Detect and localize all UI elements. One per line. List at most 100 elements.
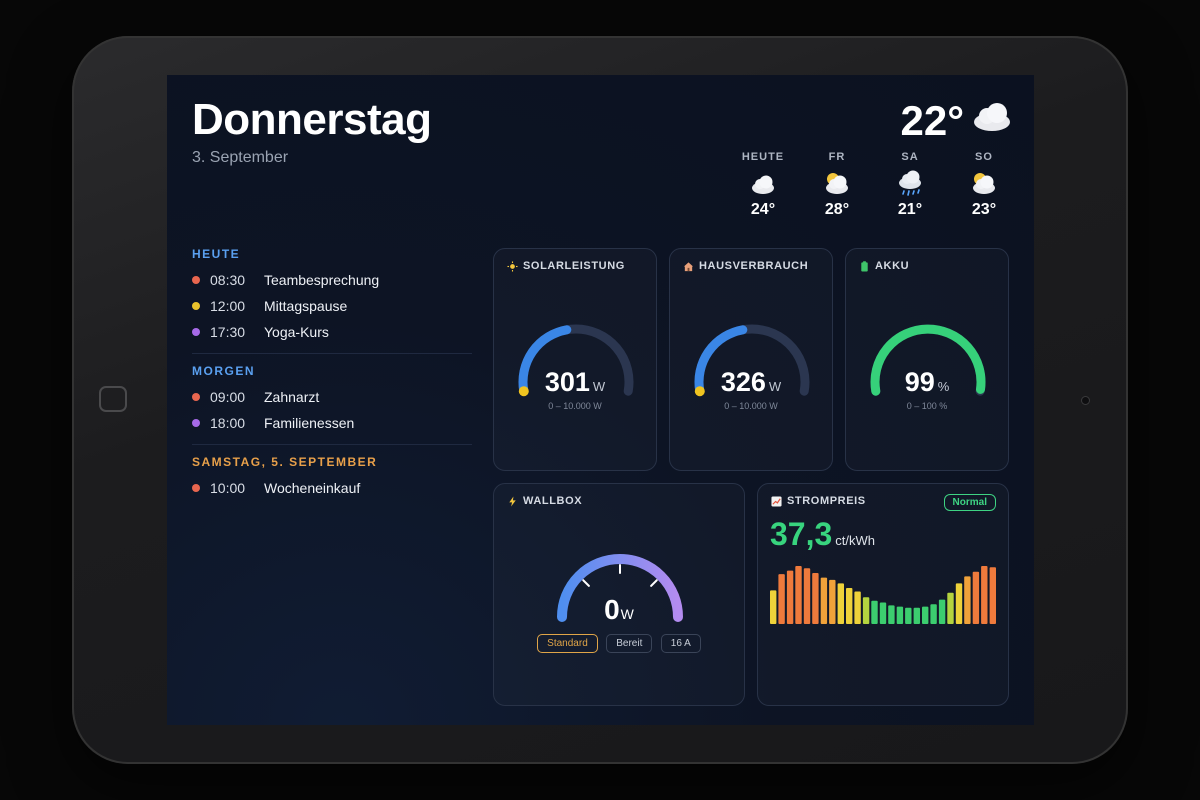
event-title: Teambesprechung: [264, 272, 380, 288]
calendar-event[interactable]: 18:00 Familienessen: [192, 410, 472, 436]
event-time: 09:00: [210, 389, 246, 405]
cloud-icon: [974, 103, 1010, 131]
event-time: 17:30: [210, 324, 246, 340]
home-button[interactable]: [99, 386, 127, 412]
price-bar: [820, 577, 828, 624]
price-bar: [905, 607, 912, 624]
price-bar: [896, 606, 904, 624]
price-bar: [922, 606, 929, 624]
wallbox-card[interactable]: WALLBOX 0W Standard Bereit 16 A: [493, 483, 745, 706]
solar-value: 301 W: [544, 367, 606, 397]
house-card-title: HAUSVERBRAUCH: [683, 260, 808, 272]
chip-bereit[interactable]: Bereit: [606, 634, 653, 653]
price-bar: [829, 579, 836, 624]
calendar-event[interactable]: 09:00 Zahnarzt: [192, 384, 472, 410]
partly-cloudy-icon: [973, 173, 995, 194]
forecast-day-label: FR: [828, 151, 846, 163]
price-bar: [854, 591, 861, 624]
akku-range: 0 – 100 %: [906, 401, 948, 411]
wallbox-gauge: [557, 554, 683, 622]
price-bar: [947, 592, 954, 624]
calendar-event[interactable]: 12:00 Mittagspause: [192, 293, 472, 319]
price-bar: [913, 607, 920, 624]
calendar-day-heading: SAMSTAG, 5. SEPTEMBER: [192, 455, 378, 469]
event-time: 10:00: [210, 480, 246, 496]
wallbox-tick: [582, 579, 590, 587]
forecast-day-label: SA: [901, 151, 919, 163]
akku-value: 99%: [904, 367, 950, 397]
event-title: Yoga-Kurs: [264, 324, 329, 340]
dashboard-screen: Donnerstag 3. September 22° HEUTE 24° FR 28…: [167, 75, 1034, 725]
current-temperature: 22°: [900, 97, 964, 144]
solar-card-title: SOLARLEISTUNG: [507, 260, 625, 272]
event-color-dot: [192, 328, 200, 336]
event-time: 18:00: [210, 415, 246, 431]
calendar-event[interactable]: 17:30 Yoga-Kurs: [192, 319, 472, 345]
calendar-day-heading: MORGEN: [192, 364, 255, 378]
price-value: 37,3 ct/kWh: [770, 516, 876, 552]
strompreis-title: STROMPREIS: [787, 495, 866, 507]
price-bar-chart: [770, 566, 996, 624]
wallbox-card-title: WALLBOX: [507, 495, 582, 507]
lightning-icon: [509, 495, 516, 507]
solar-gauge: [518, 324, 634, 397]
price-bar: [972, 571, 980, 624]
event-color-dot: [192, 484, 200, 492]
house-gauge: [694, 324, 810, 397]
calendar-event[interactable]: 08:30 Teambesprechung: [192, 267, 472, 293]
camera: [1081, 396, 1090, 405]
forecast-day: HEUTE 24°: [733, 151, 793, 219]
calendar-divider: [192, 353, 472, 354]
event-time: 12:00: [210, 298, 246, 314]
house-icon: [683, 261, 694, 271]
akku-card-title: AKKU: [859, 260, 909, 272]
event-title: Wocheneinkauf: [264, 480, 361, 496]
price-bar: [786, 570, 794, 624]
price-bar: [879, 602, 887, 624]
price-bar: [871, 600, 878, 624]
wallbox-title: WALLBOX: [523, 495, 583, 507]
forecast-day: SO 23°: [954, 151, 1014, 219]
price-bar: [770, 590, 777, 624]
wallbox-tick: [650, 579, 658, 587]
wallbox-value: 0W: [604, 594, 634, 625]
forecast-day: FR 28°: [807, 151, 867, 219]
solar-card[interactable]: SOLARLEISTUNG 301 W 0 – 10.000 W: [493, 248, 657, 471]
chip-current[interactable]: 16 A: [660, 634, 701, 653]
partly-cloudy-icon: [826, 173, 848, 194]
solar-title: SOLARLEISTUNG: [523, 260, 625, 272]
price-bar: [938, 599, 946, 624]
strompreis-card-title: STROMPREIS: [771, 495, 866, 507]
price-bar: [812, 573, 819, 624]
price-bar: [964, 576, 971, 624]
price-bar: [803, 568, 811, 624]
event-color-dot: [192, 276, 200, 284]
chip-standard[interactable]: Standard: [537, 634, 598, 653]
forecast-day-label: SO: [975, 151, 993, 163]
event-color-dot: [192, 302, 200, 310]
price-bar: [795, 566, 802, 624]
battery-icon: [861, 260, 868, 272]
electricity-price-card[interactable]: STROMPREIS Normal 37,3 ct/kWh: [757, 483, 1009, 706]
solar-range: 0 – 10.000 W: [548, 401, 602, 411]
tablet-frame: Donnerstag 3. September 22° HEUTE 24° FR 28…: [72, 36, 1128, 764]
calendar-agenda: HEUTE 08:30 Teambesprechung 12:00 Mittagspau…: [192, 247, 472, 501]
house-consumption-card[interactable]: HAUSVERBRAUCH 326 W 0 – 10.000 W: [669, 248, 833, 471]
forecast-temp: 24°: [750, 201, 776, 218]
chart-icon: [771, 495, 782, 507]
price-bar: [837, 583, 844, 624]
battery-gauge: [870, 324, 986, 396]
sun-icon: [507, 260, 518, 272]
cloud-icon: [752, 175, 774, 194]
price-bar: [846, 588, 853, 624]
page-title: Donnerstag: [192, 95, 432, 144]
battery-card[interactable]: AKKU 99% 0 – 100 %: [845, 248, 1009, 471]
price-bar: [778, 574, 785, 624]
calendar-day-heading: HEUTE: [192, 247, 241, 261]
date-label: 3. September: [192, 149, 289, 166]
akku-title: AKKU: [875, 260, 910, 272]
price-bar: [888, 605, 895, 624]
event-title: Mittagspause: [264, 298, 348, 314]
price-bar: [989, 567, 996, 624]
calendar-event[interactable]: 10:00 Wocheneinkauf: [192, 475, 472, 501]
